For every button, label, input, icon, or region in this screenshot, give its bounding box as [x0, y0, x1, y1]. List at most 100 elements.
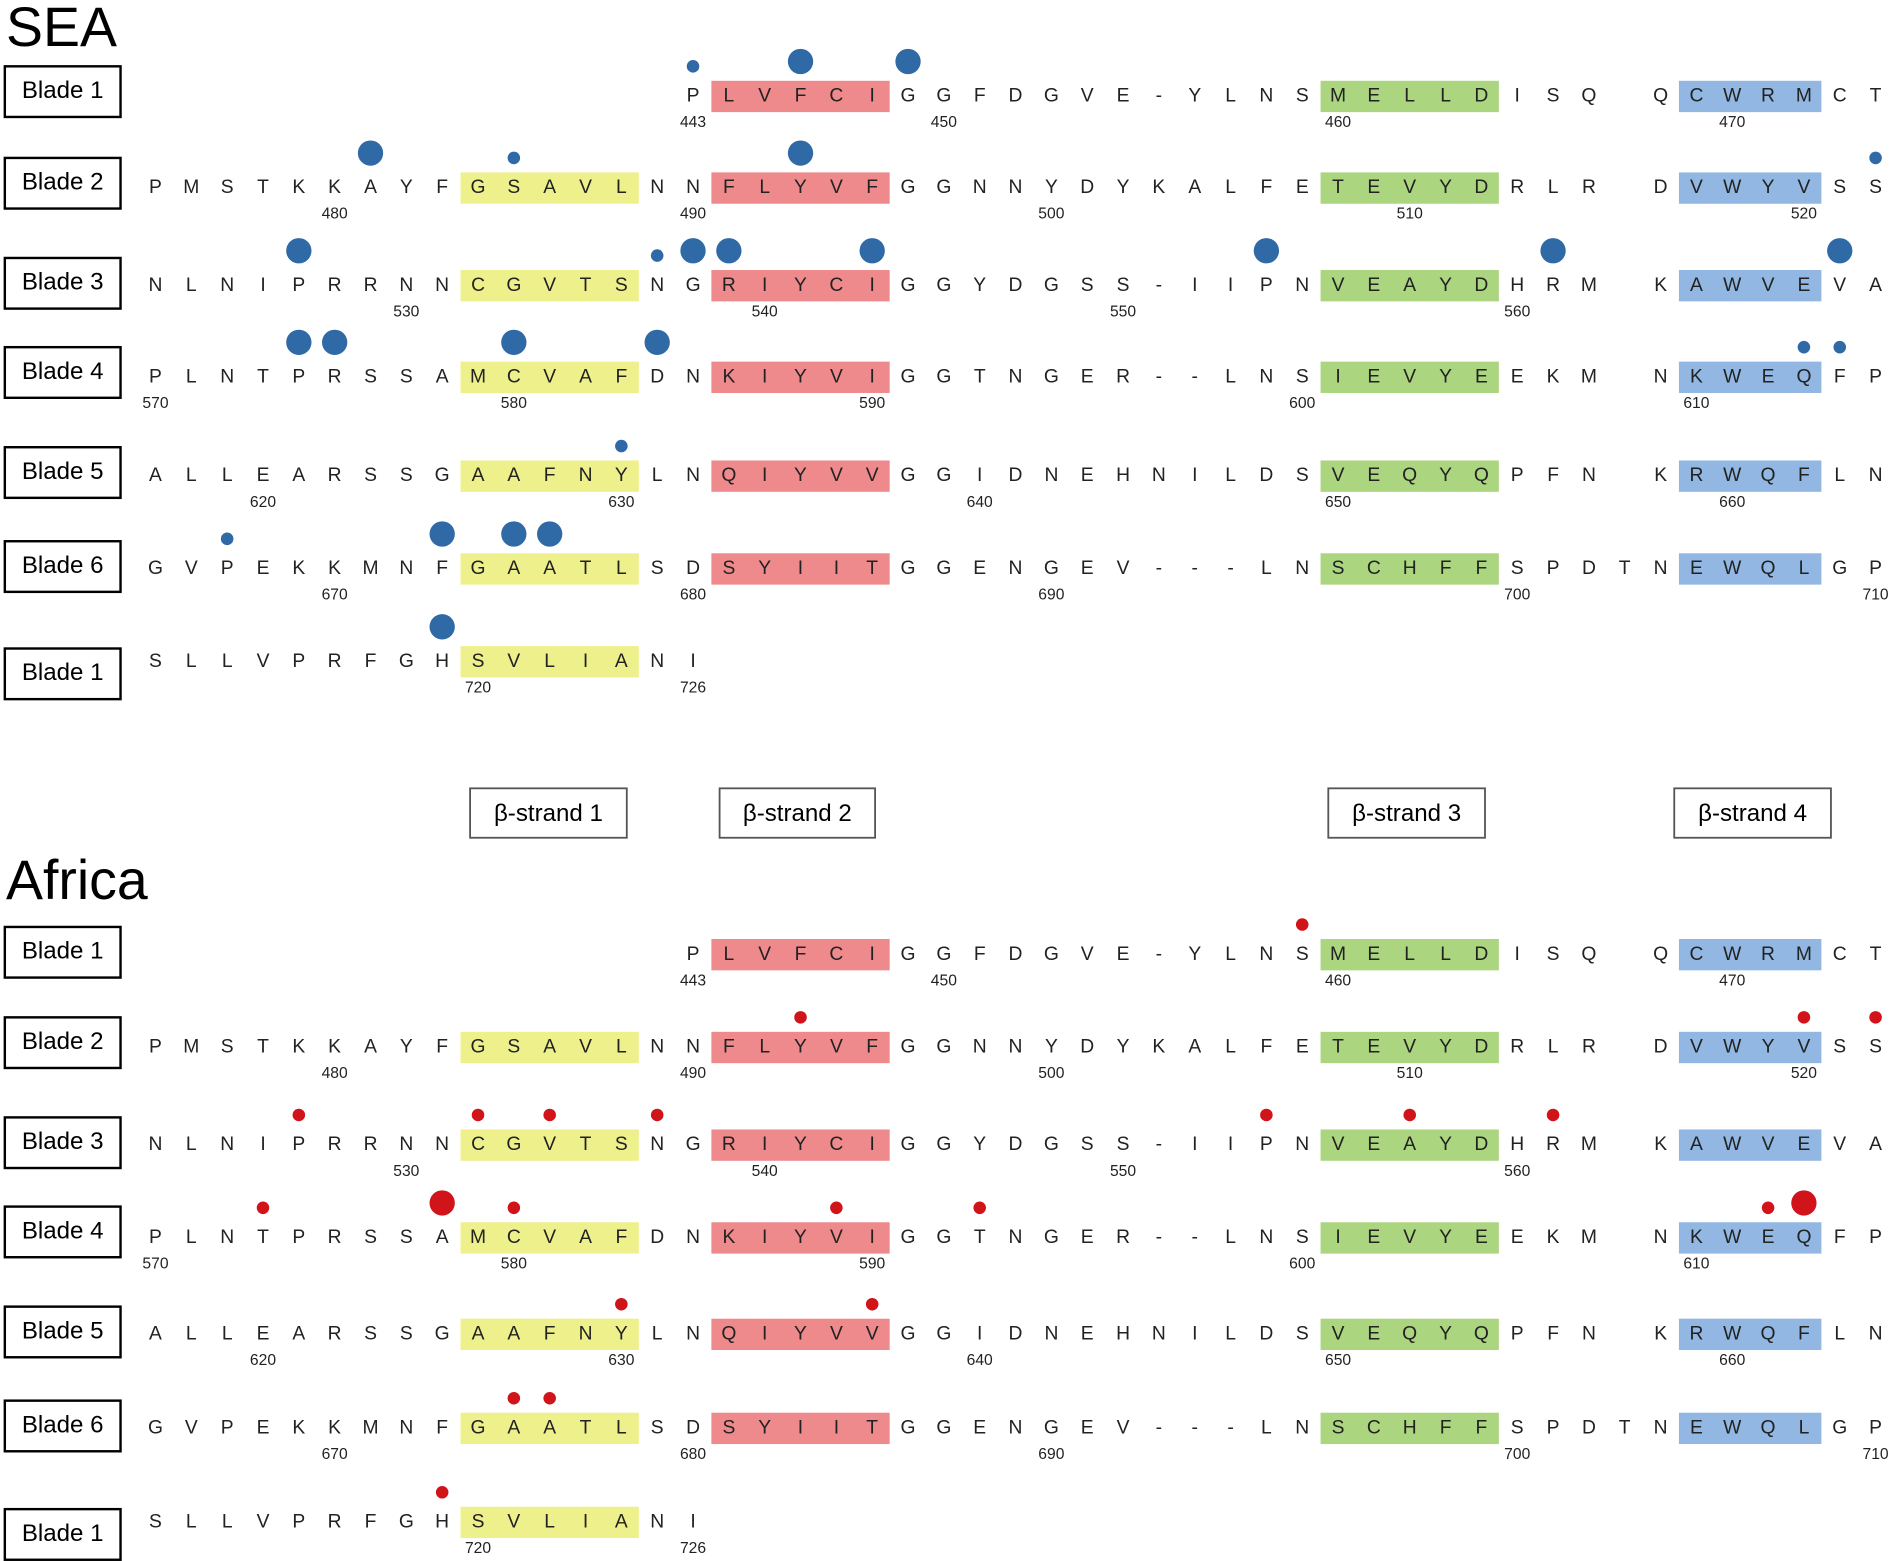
variant-dot: [1833, 340, 1847, 354]
residue-number: 726: [680, 679, 706, 696]
variant-dot: [1827, 238, 1853, 264]
strand-highlight: [1678, 270, 1822, 302]
residue-number: 630: [608, 494, 634, 511]
variant-dot: [471, 1108, 485, 1122]
residue-number: 690: [1038, 587, 1064, 604]
strand-legend-label: β-strand 1: [494, 800, 603, 827]
blade-label: Blade 3: [22, 269, 104, 296]
strand-highlight: [1320, 1318, 1499, 1351]
strand-highlight: [1320, 553, 1499, 585]
strand-legend-box: [469, 787, 628, 839]
residue-number: 550: [1110, 303, 1136, 320]
variant-dot: [435, 1485, 449, 1499]
residue-number: 670: [322, 1446, 348, 1463]
strand-highlight: [460, 1412, 639, 1445]
blade-box: [3, 1305, 122, 1359]
blade-label: Blade 5: [22, 1317, 104, 1344]
strand-highlight: [460, 460, 639, 492]
residue-number: 443: [680, 114, 706, 131]
residue-number: 640: [967, 1352, 993, 1369]
residue-number: 500: [1038, 206, 1064, 223]
strand-highlight: [1320, 939, 1499, 971]
residue-number: 640: [967, 494, 993, 511]
strand-highlight: [460, 646, 639, 678]
residue-number: 710: [1863, 587, 1889, 604]
residue-number: 530: [393, 1163, 419, 1180]
sequence: PMSTKKAYFGSAVLNNFLYVFGGNNYDYKALFETEVYDRL…: [149, 1037, 1882, 1058]
blade-label: Blade 1: [22, 938, 104, 965]
strand-highlight: [1320, 361, 1499, 393]
variant-dot: [644, 329, 670, 356]
strand-legend-box: [718, 787, 876, 839]
sequence: GVPEKKMNFGAATLSDSYIITGGENGEV---LNSCHFFSP…: [148, 1417, 1882, 1438]
strand-highlight: [1678, 1222, 1822, 1254]
strand-highlight: [1320, 172, 1499, 204]
strand-highlight: [460, 553, 639, 585]
variant-dot: [650, 249, 664, 262]
residue-number: 650: [1325, 1352, 1351, 1369]
variant-dot: [1797, 340, 1811, 354]
residue-number: 490: [680, 1065, 706, 1082]
sequence: NLNIPRRNNCGVTSNGRIYCIGGYDGSS-IIPNVEAYDHR…: [149, 275, 1883, 296]
blade-box: [3, 1507, 122, 1561]
variant-dot: [859, 238, 885, 264]
residue-number: 510: [1397, 1065, 1423, 1082]
residue-number: 570: [142, 395, 168, 412]
strand-highlight: [1678, 939, 1822, 971]
residue-number: 500: [1038, 1065, 1064, 1082]
variant-dot: [507, 1391, 521, 1405]
residue-number: 590: [859, 395, 885, 412]
strand-highlight: [1678, 553, 1822, 585]
residue-number: 580: [501, 395, 527, 412]
residue-number: 726: [680, 1540, 706, 1557]
residue-number: 680: [680, 587, 706, 604]
blade-box: [3, 1016, 122, 1070]
residue-number: 700: [1504, 1446, 1530, 1463]
variant-dot: [357, 140, 384, 166]
residue-number: 620: [250, 494, 276, 511]
strand-highlight: [711, 1129, 890, 1161]
blade-label: Blade 1: [22, 1520, 104, 1547]
strand-highlight: [711, 553, 890, 585]
variant-dot: [429, 1190, 455, 1216]
residue-number: 480: [322, 206, 348, 223]
blade-label: Blade 4: [22, 1217, 104, 1244]
variant-dot: [322, 329, 348, 356]
variant-dot: [830, 1201, 843, 1215]
sequence: GVPEKKMNFGAATLSDSYIITGGENGEV---LNSCHFFSP…: [148, 558, 1882, 579]
strand-highlight: [711, 460, 890, 492]
strand-highlight: [1320, 1129, 1499, 1161]
variant-dot: [220, 532, 234, 546]
variant-dot: [501, 329, 527, 356]
residue-number: 620: [250, 1352, 276, 1369]
strand-highlight: [711, 1318, 890, 1351]
variant-dot: [1869, 1011, 1882, 1024]
blade-label: Blade 6: [22, 1411, 104, 1438]
variant-dot: [286, 238, 312, 264]
strand-highlight: [460, 172, 639, 204]
residue-number: 600: [1289, 1256, 1315, 1273]
residue-number: 520: [1791, 206, 1817, 223]
blade-label: Blade 6: [22, 552, 104, 579]
residue-number: 510: [1397, 206, 1423, 223]
variant-dot: [507, 1201, 521, 1215]
strand-highlight: [1678, 460, 1822, 492]
strand-highlight: [1678, 172, 1822, 204]
strand-highlight: [1320, 1031, 1499, 1064]
residue-number: 490: [680, 206, 706, 223]
strand-highlight: [460, 1318, 639, 1351]
blade-box: [3, 446, 122, 500]
variant-dot: [680, 238, 706, 264]
variant-dot: [1791, 1190, 1817, 1216]
strand-highlight: [711, 361, 890, 393]
variant-dot: [1403, 1108, 1416, 1122]
residue-number: 530: [393, 303, 419, 320]
variant-dot: [507, 151, 521, 165]
residue-number: 680: [680, 1446, 706, 1463]
blade-label: Blade 2: [22, 169, 104, 196]
variant-dot: [501, 521, 527, 547]
variant-dot: [895, 48, 921, 75]
strand-highlight: [1678, 80, 1822, 113]
blade-box: [3, 65, 122, 119]
